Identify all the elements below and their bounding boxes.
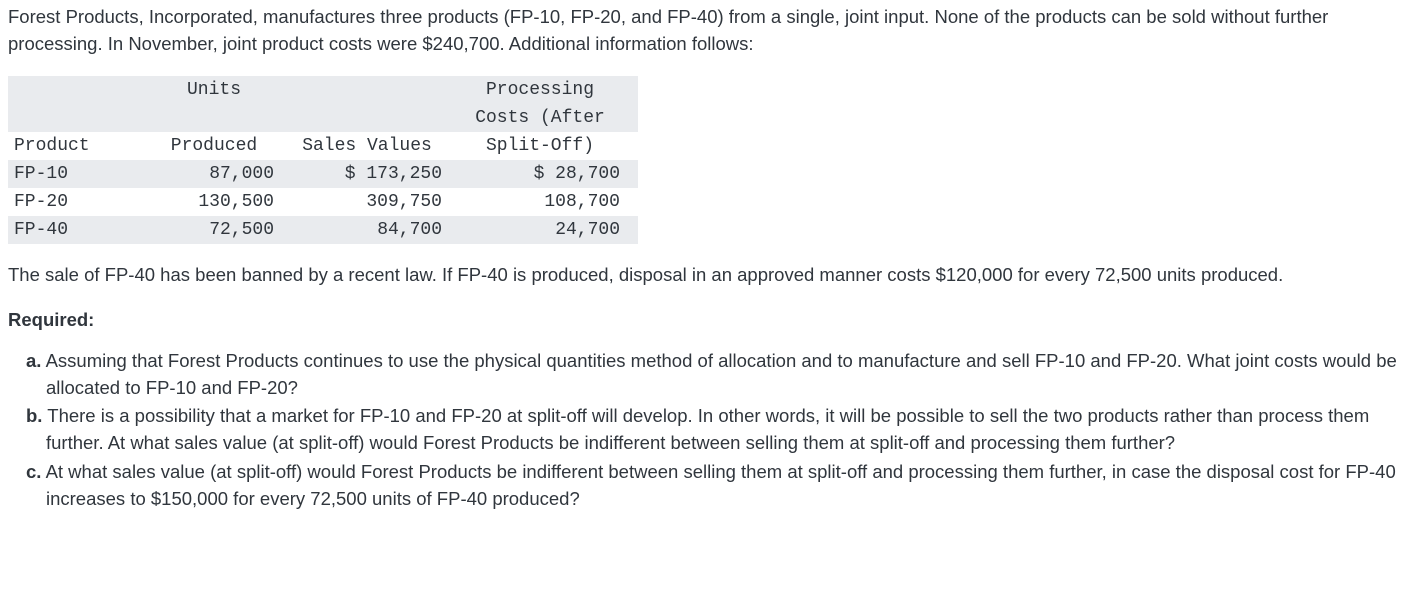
proc-header-l2: Costs (After [460, 104, 638, 132]
proc-header-l1: Processing [460, 76, 638, 104]
cell-proc: 108,700 [460, 188, 638, 216]
table-row: FP-20 130,500 309,750 108,700 [8, 188, 638, 216]
question-c: c. At what sales value (at split-off) wo… [26, 459, 1411, 513]
questions-list: a. Assuming that Forest Products continu… [8, 348, 1411, 513]
table-header-row-3: Product Produced Sales Values Split-Off) [8, 132, 638, 160]
product-header: Product [8, 132, 154, 160]
question-b-marker: b. [26, 405, 42, 426]
table-row: FP-10 87,000 $ 173,250 $ 28,700 [8, 160, 638, 188]
data-table-wrap: Units Processing Costs (After Product Pr… [8, 76, 1411, 245]
cell-sales: $ 173,250 [292, 160, 460, 188]
data-table: Units Processing Costs (After Product Pr… [8, 76, 638, 245]
question-a-text: Assuming that Forest Products continues … [46, 350, 1397, 398]
table-header-row-1: Units Processing [8, 76, 638, 104]
intro-paragraph: Forest Products, Incorporated, manufactu… [8, 4, 1411, 58]
table-header-row-2: Costs (After [8, 104, 638, 132]
question-c-text: At what sales value (at split-off) would… [46, 461, 1396, 509]
cell-product: FP-40 [8, 216, 154, 244]
cell-proc: 24,700 [460, 216, 638, 244]
question-b: b. There is a possibility that a market … [26, 403, 1411, 457]
proc-header-l3: Split-Off) [460, 132, 638, 160]
units-header-l2: Produced [154, 132, 292, 160]
cell-product: FP-20 [8, 188, 154, 216]
cell-sales: 84,700 [292, 216, 460, 244]
required-label: Required: [8, 307, 1411, 334]
cell-product: FP-10 [8, 160, 154, 188]
cell-proc: $ 28,700 [460, 160, 638, 188]
cell-units: 130,500 [154, 188, 292, 216]
question-a-marker: a. [26, 350, 41, 371]
table-row: FP-40 72,500 84,700 24,700 [8, 216, 638, 244]
question-c-marker: c. [26, 461, 41, 482]
question-a: a. Assuming that Forest Products continu… [26, 348, 1411, 402]
cell-sales: 309,750 [292, 188, 460, 216]
units-header-l1: Units [154, 76, 292, 104]
cell-units: 72,500 [154, 216, 292, 244]
cell-units: 87,000 [154, 160, 292, 188]
sales-header: Sales Values [292, 132, 460, 160]
question-b-text: There is a possibility that a market for… [46, 405, 1369, 453]
ban-paragraph: The sale of FP-40 has been banned by a r… [8, 262, 1411, 289]
